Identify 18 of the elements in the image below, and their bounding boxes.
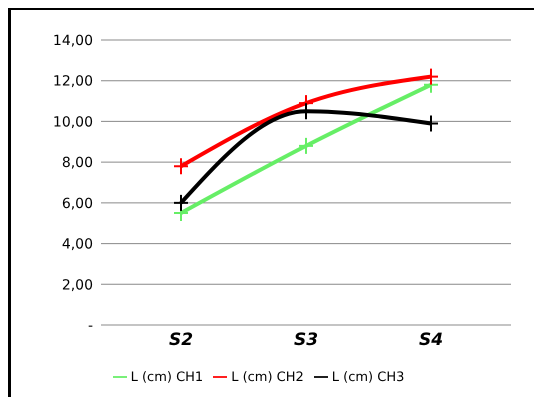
y-tick-label: 10,00 bbox=[52, 114, 93, 130]
x-tick-label: S2 bbox=[168, 330, 194, 350]
y-tick-label: 2,00 bbox=[62, 277, 93, 294]
point bbox=[424, 68, 438, 85]
x-tick-label: S4 bbox=[418, 330, 444, 350]
y-tick-label: 8,00 bbox=[62, 155, 93, 172]
point bbox=[174, 194, 188, 211]
point bbox=[174, 158, 188, 174]
y-tick-label: 14,00 bbox=[52, 32, 93, 49]
point bbox=[299, 138, 313, 154]
y-tick-label: 12,00 bbox=[52, 74, 93, 90]
y-tick-label: - bbox=[88, 318, 93, 334]
y-tick-label: 4,00 bbox=[62, 236, 93, 253]
y-tick-label: 6,00 bbox=[62, 196, 93, 212]
legend-label: L (cm) CH2 bbox=[231, 370, 304, 385]
x-tick-label: S3 bbox=[294, 330, 318, 350]
legend-label: L (cm) CH3 bbox=[332, 370, 404, 385]
legend-label: L (cm) CH1 bbox=[130, 370, 204, 385]
